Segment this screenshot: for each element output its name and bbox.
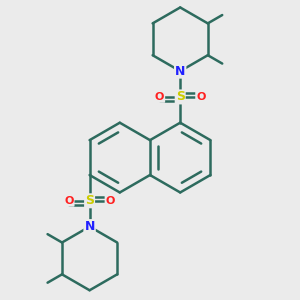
Text: S: S — [176, 90, 185, 104]
Text: N: N — [84, 220, 95, 233]
Text: S: S — [85, 194, 94, 207]
Text: O: O — [196, 92, 206, 102]
Text: O: O — [106, 196, 115, 206]
Text: O: O — [155, 92, 164, 102]
Text: N: N — [175, 64, 185, 78]
Text: O: O — [64, 196, 74, 206]
